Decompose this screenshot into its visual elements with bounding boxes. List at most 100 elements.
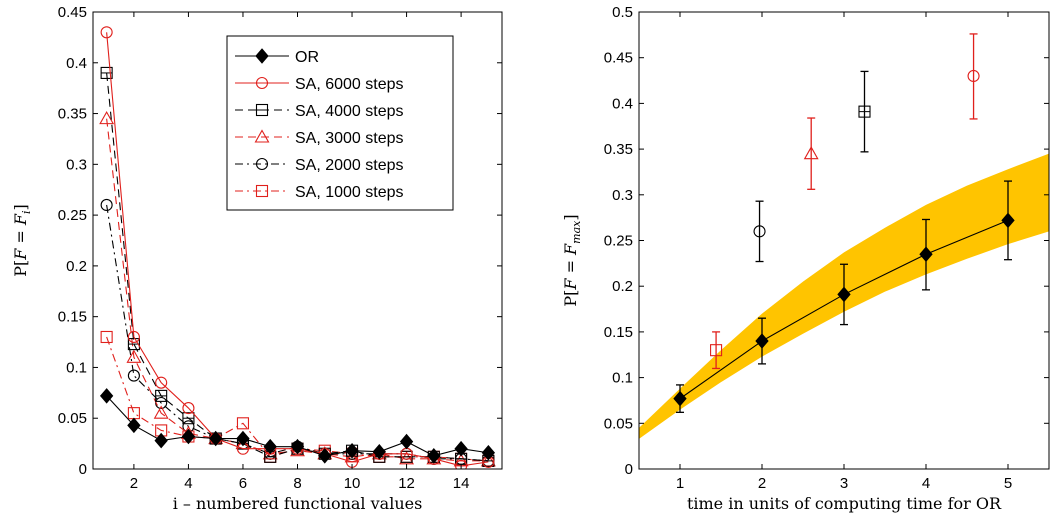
data-point: [127, 369, 140, 382]
legend-marker: [255, 48, 269, 64]
data-point: [454, 440, 468, 457]
data-point: [1001, 212, 1015, 229]
y-tick-label: 0.2: [612, 278, 633, 295]
data-point: [290, 438, 305, 455]
data-point: [967, 69, 980, 83]
right-plot-area: [639, 33, 1049, 439]
y-tick-label: 0.25: [604, 233, 633, 250]
y-tick-label: 0.05: [604, 415, 633, 432]
data-point: [399, 433, 414, 450]
data-point: [345, 442, 359, 459]
legend-entry: SA, 3000 steps: [235, 129, 404, 147]
x-tick-label: 12: [398, 475, 415, 492]
x-tick-label: 2: [130, 475, 138, 492]
data-point: [100, 198, 113, 212]
legend-entry: SA, 6000 steps: [235, 76, 404, 93]
legend-label: SA, 3000 steps: [295, 130, 404, 147]
data-point: [182, 402, 195, 415]
legend-entry: SA, 1000 steps: [235, 184, 404, 201]
x-tick-label: 4: [922, 475, 930, 492]
y-tick-label: 0: [79, 461, 87, 478]
legend-label: SA, 1000 steps: [295, 184, 404, 201]
data-point: [154, 432, 168, 449]
data-point: [837, 286, 851, 303]
data-point: [155, 376, 168, 389]
data-point: [318, 448, 332, 464]
y-tick-label: 0.4: [612, 95, 633, 112]
series-sa-6000-steps: [967, 33, 980, 120]
y-tick-label: 0.3: [66, 156, 87, 173]
legend-entry: SA, 2000 steps: [235, 157, 404, 174]
legend-marker: [254, 129, 270, 143]
y-tick-label: 0.2: [66, 258, 87, 275]
legend-entry: SA, 4000 steps: [235, 103, 404, 120]
y-tick-label: 0.4: [66, 55, 87, 72]
data-point: [127, 417, 141, 434]
legend-marker: [255, 76, 269, 90]
legend-label: SA, 4000 steps: [295, 103, 404, 120]
data-point: [919, 246, 933, 262]
left-chart: 2 4 6 8 10 12 14 0 0.05 0.1 0.15 0.2 0.25 0.3 0.35 0.4 0…: [11, 4, 503, 513]
y-axis-label: P[F = Fi]: [11, 204, 33, 277]
legend-label: OR: [295, 49, 319, 66]
data-point: [99, 111, 115, 125]
series-or: [673, 180, 1015, 413]
y-tick-label: 0.25: [58, 207, 87, 224]
y-tick-label: 0.15: [58, 309, 87, 326]
x-axis-label: i – numbered functional values: [173, 494, 423, 513]
data-point: [236, 430, 250, 447]
data-point: [803, 146, 819, 160]
x-tick-label: 8: [293, 475, 301, 492]
y-tick-label: 0.3: [612, 187, 633, 204]
x-tick-label: 3: [840, 475, 848, 492]
series-sa-2000-steps: [100, 198, 495, 467]
data-point: [753, 225, 766, 238]
x-tick-label: 4: [184, 475, 192, 492]
left-plot-area: [99, 26, 496, 469]
x-tick-label: 1: [676, 475, 684, 492]
y-tick-label: 0.1: [66, 359, 87, 376]
right-chart: 1 2 3 4 5 0 0.05 0.1 0.15 0.2 0.25 0.3 0.35 0.4 0.45 0.…: [561, 4, 1050, 513]
series-sa-1000-steps: [710, 331, 723, 370]
y-tick-label: 0.35: [58, 106, 87, 123]
legend-label: SA, 2000 steps: [295, 157, 404, 174]
y-tick-label: 0.15: [604, 324, 633, 341]
legend-marker: [255, 184, 269, 198]
y-tick-label: 0: [625, 461, 633, 478]
x-tick-label: 10: [344, 475, 361, 492]
data-point: [455, 459, 468, 469]
data-point: [755, 333, 769, 349]
legend: OR SA, 6000 steps SA, 4000 steps SA, 3000 s…: [226, 35, 454, 211]
data-point: [673, 390, 687, 407]
series-sa-2000-steps: [753, 200, 766, 263]
y-tick-label: 0.05: [58, 410, 87, 427]
data-point: [153, 405, 169, 419]
data-point: [126, 349, 142, 363]
data-point: [99, 388, 114, 404]
legend-box: [226, 35, 454, 211]
y-axis-label: P[F = Fmax]: [561, 214, 583, 306]
y-tick-label: 0.5: [612, 4, 633, 21]
legend-marker: [255, 157, 269, 171]
series-sa-3000-steps: [803, 117, 819, 190]
data-point: [100, 26, 113, 39]
data-point: [236, 417, 250, 430]
x-tick-label: 6: [239, 475, 247, 492]
data-point: [127, 330, 140, 344]
data-point: [427, 448, 441, 464]
data-point: [710, 344, 723, 357]
data-point: [127, 407, 140, 420]
series-or: [99, 388, 496, 464]
legend-entry: OR: [235, 48, 319, 66]
y-tick-label: 0.1: [612, 370, 633, 387]
data-point: [100, 330, 113, 344]
x-tick-label: 5: [1004, 475, 1012, 492]
y-tick-label: 0.45: [58, 4, 87, 21]
legend-label: SA, 6000 steps: [295, 76, 404, 93]
series-line: [106, 204, 489, 462]
y-tick-label: 0.45: [604, 50, 633, 67]
data-point: [181, 428, 196, 445]
data-point: [481, 444, 496, 461]
x-axis-label: time in units of computing time for OR: [687, 494, 1002, 513]
